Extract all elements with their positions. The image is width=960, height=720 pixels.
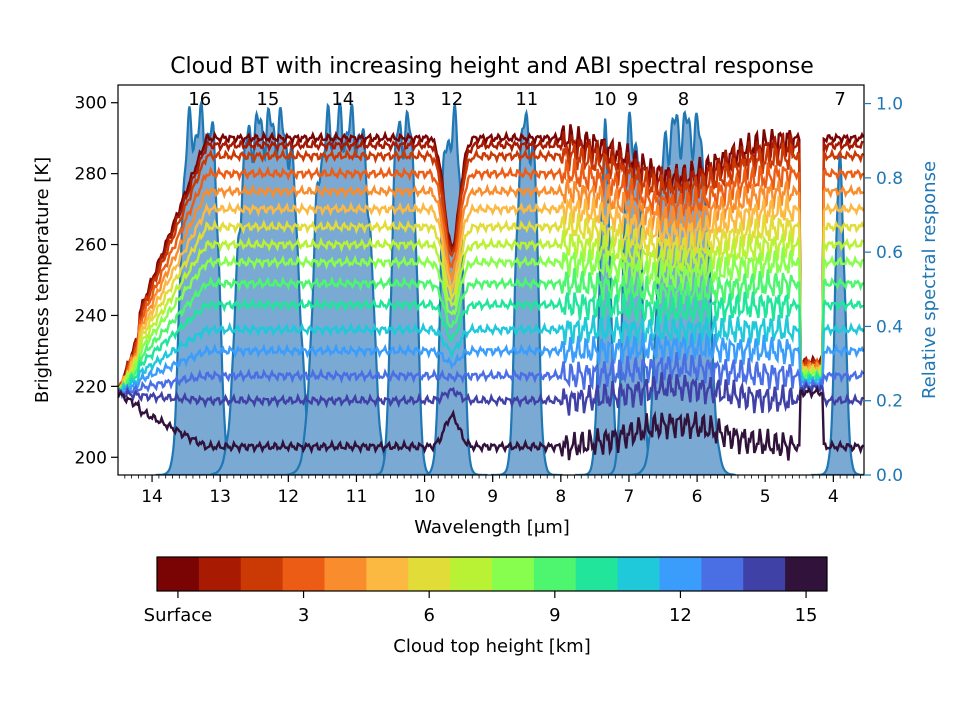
- y-right-axis: 0.0 0.2 0.4 0.6 0.8 1.0: [864, 95, 903, 486]
- colorbar-swatch: [533, 557, 577, 591]
- bt-series-height-14: [118, 372, 864, 416]
- colorbar-swatch: [157, 557, 200, 591]
- band-label-15: 15: [256, 89, 279, 110]
- colorbar-tick-label: 6: [423, 605, 434, 626]
- x-tick-label: 14: [141, 487, 163, 507]
- y-right-tick-label: 0.0: [876, 466, 903, 486]
- colorbar-tick-label: 9: [549, 605, 560, 626]
- band-label-8: 8: [678, 89, 689, 110]
- colorbar-tick-label: 15: [795, 605, 818, 626]
- colorbar-swatch: [450, 557, 493, 591]
- band-label-14: 14: [331, 89, 354, 110]
- y-left-tick-label: 280: [75, 165, 107, 185]
- colorbar-swatch: [240, 557, 284, 591]
- colorbar-swatch: [324, 557, 367, 591]
- colorbar-swatch: [198, 557, 242, 591]
- x-tick-label: 9: [487, 487, 498, 507]
- colorbar-frame: [156, 556, 828, 592]
- y-left-axis-label: Brightness temperature [K]: [32, 157, 53, 403]
- band-label-11: 11: [515, 89, 538, 110]
- spectral-response-band-15: [210, 106, 326, 475]
- bt-series-height-4: [118, 178, 864, 397]
- colorbar-label: Cloud top height [km]: [393, 636, 590, 657]
- bt-series-height-5: [118, 195, 864, 395]
- x-tick-label: 7: [624, 487, 635, 507]
- bt-series-height-0: [118, 124, 864, 394]
- band-label-12: 12: [440, 89, 463, 110]
- y-right-tick-label: 0.2: [876, 392, 903, 412]
- y-right-axis-label: Relative spectral response: [919, 161, 940, 399]
- x-tick-label: 13: [209, 487, 231, 507]
- y-left-tick-label: 200: [75, 448, 107, 468]
- colorbar-swatch: [659, 557, 702, 591]
- y-right-tick-label: 0.4: [876, 317, 903, 337]
- y-right-tick-label: 0.8: [876, 169, 903, 189]
- colorbar-tick-label: 12: [669, 605, 692, 626]
- y-left-tick-label: 260: [75, 236, 107, 256]
- bt-series-layer: [118, 124, 864, 461]
- x-tick-label: 5: [760, 487, 771, 507]
- x-axis-label: Wavelength [μm]: [414, 517, 570, 538]
- colorbar-swatch: [408, 557, 451, 591]
- colorbar-tick-label: Surface: [144, 605, 213, 626]
- colorbar-swatch: [575, 557, 619, 591]
- bt-series-height-11: [118, 314, 864, 396]
- colorbar-swatch: [785, 557, 828, 591]
- x-axis: 14 13 12 11 10 9 8 7 6 5 4: [124, 475, 861, 507]
- band-label-9: 9: [627, 89, 638, 110]
- colorbar-swatch: [617, 557, 660, 591]
- y-right-tick-label: 1.0: [876, 95, 903, 115]
- bt-series-height-10: [118, 291, 864, 398]
- y-left-tick-label: 220: [75, 377, 107, 397]
- x-tick-label: 10: [414, 487, 436, 507]
- bt-series-height-15: [118, 385, 864, 461]
- plot-frame: [117, 84, 865, 476]
- band-label-16: 16: [188, 89, 211, 110]
- band-labels: 16 15 14 13 12 11 10 9 8 7: [188, 89, 846, 110]
- y-left-tick-label: 240: [75, 306, 107, 326]
- x-tick-label: 4: [828, 487, 839, 507]
- band-label-10: 10: [594, 89, 617, 110]
- y-left-tick-label: 300: [75, 94, 107, 114]
- colorbar-swatch: [492, 557, 535, 591]
- y-left-axis: 200 220 240 260 280 300: [75, 94, 118, 468]
- colorbar-swatch: [366, 557, 409, 591]
- x-tick-label: 11: [346, 487, 368, 507]
- bt-series-height-8: [118, 247, 864, 397]
- y-right-tick-label: 0.6: [876, 243, 903, 263]
- band-label-13: 13: [393, 89, 416, 110]
- colorbar: Surface 3 6 9 12 15: [144, 556, 828, 626]
- colorbar-swatch: [743, 557, 786, 591]
- band-label-7: 7: [834, 89, 845, 110]
- x-tick-label: 12: [277, 487, 299, 507]
- bt-series-height-13: [118, 352, 864, 400]
- spectral-response-band-7: [811, 153, 864, 475]
- spectral-response-band-11: [491, 108, 563, 475]
- bt-series-height-1: [118, 131, 864, 395]
- bt-series-height-7: [118, 229, 864, 395]
- bt-series-height-6: [118, 212, 864, 393]
- colorbar-swatch: [701, 557, 744, 591]
- bt-series-height-12: [118, 331, 864, 399]
- colorbar-swatch: [282, 557, 325, 591]
- x-tick-label: 8: [555, 487, 566, 507]
- chart-title: Cloud BT with increasing height and ABI …: [170, 54, 814, 79]
- x-tick-label: 6: [692, 487, 703, 507]
- colorbar-tick-label: 3: [298, 605, 309, 626]
